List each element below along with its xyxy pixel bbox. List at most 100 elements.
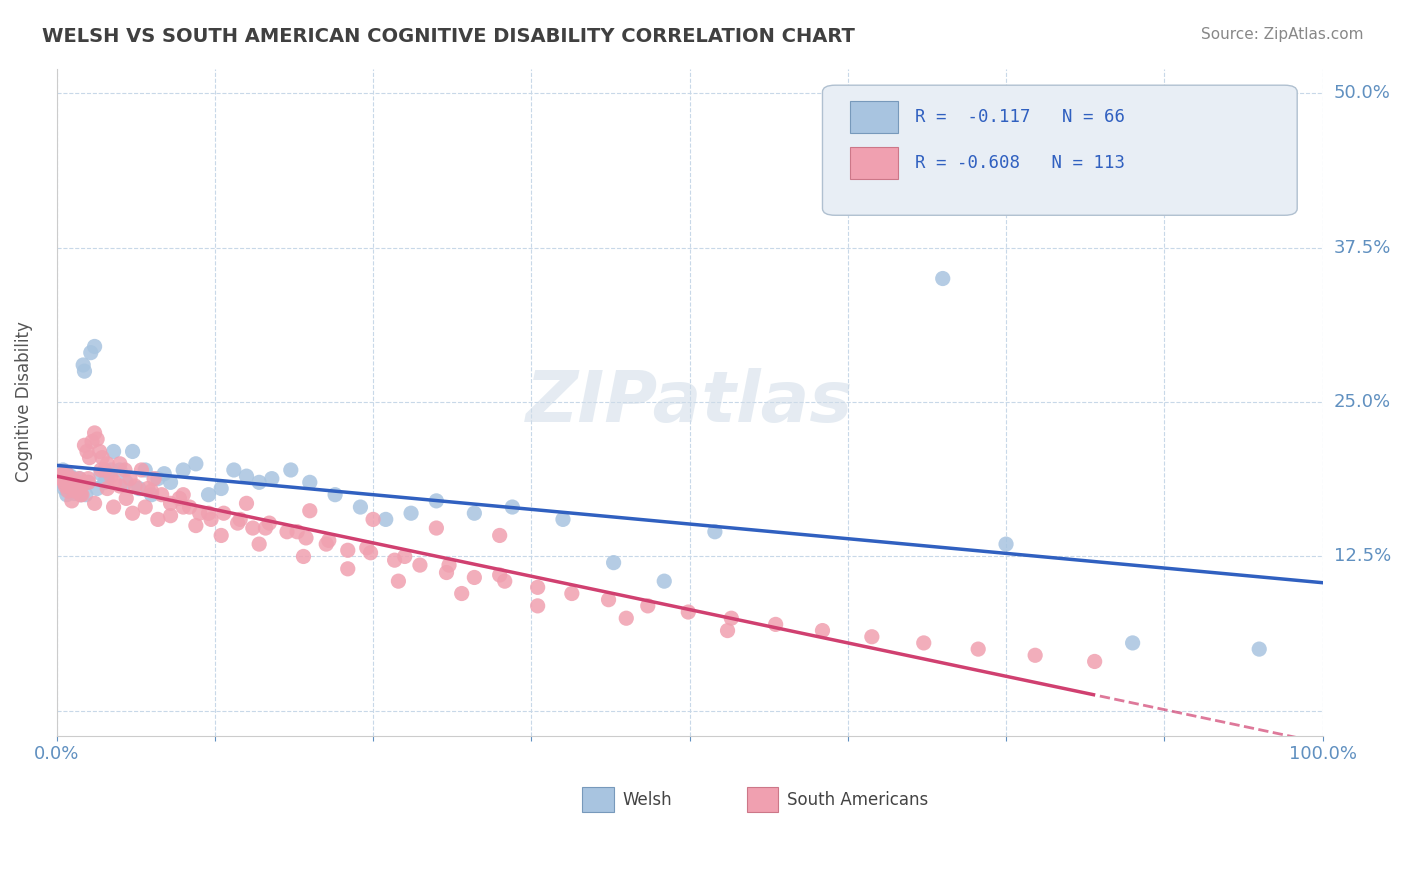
Point xyxy=(136,482,159,496)
Point xyxy=(108,479,131,493)
Point xyxy=(83,425,105,440)
Point xyxy=(235,469,257,483)
Point xyxy=(463,570,485,584)
Point xyxy=(115,491,138,506)
Point xyxy=(63,479,86,493)
Point xyxy=(349,500,371,514)
Point xyxy=(197,488,219,502)
Point xyxy=(1084,655,1107,669)
Point xyxy=(526,580,548,594)
Point xyxy=(172,488,194,502)
Point xyxy=(100,463,122,477)
Text: South Americans: South Americans xyxy=(787,790,928,809)
Point xyxy=(90,463,112,477)
Text: Source: ZipAtlas.com: Source: ZipAtlas.com xyxy=(1201,27,1364,42)
Point xyxy=(141,483,163,498)
Point xyxy=(108,457,131,471)
Point xyxy=(678,605,700,619)
Point xyxy=(212,506,235,520)
Point xyxy=(90,467,112,481)
Point xyxy=(104,475,127,490)
Point xyxy=(70,478,93,492)
Text: 12.5%: 12.5% xyxy=(1334,548,1391,566)
Point xyxy=(209,482,232,496)
Point xyxy=(146,472,169,486)
Point xyxy=(720,611,742,625)
Point xyxy=(247,537,270,551)
Y-axis label: Cognitive Disability: Cognitive Disability xyxy=(15,322,32,483)
Point xyxy=(425,521,447,535)
Point xyxy=(55,472,77,486)
Point xyxy=(1024,648,1046,663)
Point xyxy=(488,568,510,582)
Point xyxy=(63,486,86,500)
Point xyxy=(118,472,141,486)
Point xyxy=(226,516,249,530)
Point xyxy=(436,566,458,580)
Point xyxy=(394,549,416,564)
Point xyxy=(72,358,94,372)
Point xyxy=(235,496,257,510)
Point xyxy=(222,463,245,477)
Point xyxy=(860,630,883,644)
Point xyxy=(60,472,83,486)
Point xyxy=(360,546,382,560)
Point xyxy=(356,541,378,555)
Point xyxy=(93,475,115,490)
Point xyxy=(169,491,191,506)
Point xyxy=(77,472,100,486)
Point xyxy=(60,482,83,496)
Point xyxy=(967,642,990,657)
Point xyxy=(115,475,138,490)
Point xyxy=(93,463,115,477)
Point xyxy=(65,475,87,490)
FancyBboxPatch shape xyxy=(851,101,898,133)
Point xyxy=(179,500,201,514)
Point xyxy=(55,472,77,486)
Point xyxy=(60,494,83,508)
Point xyxy=(59,478,82,492)
Point xyxy=(49,469,72,483)
Point xyxy=(52,475,75,490)
Point xyxy=(150,488,173,502)
Point xyxy=(912,636,935,650)
Point xyxy=(387,574,409,589)
Point xyxy=(501,500,523,514)
FancyBboxPatch shape xyxy=(747,787,778,813)
Point xyxy=(80,434,103,449)
Point xyxy=(76,444,98,458)
Point xyxy=(703,524,725,539)
Point xyxy=(48,469,70,483)
Point xyxy=(602,556,624,570)
Point xyxy=(103,444,125,458)
Point xyxy=(77,475,100,490)
Point xyxy=(121,444,143,458)
Point xyxy=(67,472,90,486)
Point xyxy=(89,444,111,458)
Point xyxy=(425,494,447,508)
Point xyxy=(51,472,73,486)
Point xyxy=(336,543,359,558)
Point xyxy=(58,479,80,493)
Point xyxy=(172,500,194,514)
Point xyxy=(67,479,90,493)
Point xyxy=(995,537,1018,551)
Point xyxy=(159,475,181,490)
Point xyxy=(103,500,125,514)
Point xyxy=(77,475,100,490)
Point xyxy=(53,475,76,490)
Point xyxy=(100,469,122,483)
Point xyxy=(716,624,738,638)
Point xyxy=(184,457,207,471)
Point xyxy=(242,521,264,535)
Point xyxy=(128,482,150,496)
Point xyxy=(91,450,114,465)
Point xyxy=(67,472,90,486)
Point xyxy=(437,558,460,573)
Point xyxy=(200,512,222,526)
Point xyxy=(65,483,87,498)
Text: ZIPatlas: ZIPatlas xyxy=(526,368,853,436)
Point xyxy=(1122,636,1144,650)
FancyBboxPatch shape xyxy=(851,146,898,178)
Point xyxy=(652,574,675,589)
